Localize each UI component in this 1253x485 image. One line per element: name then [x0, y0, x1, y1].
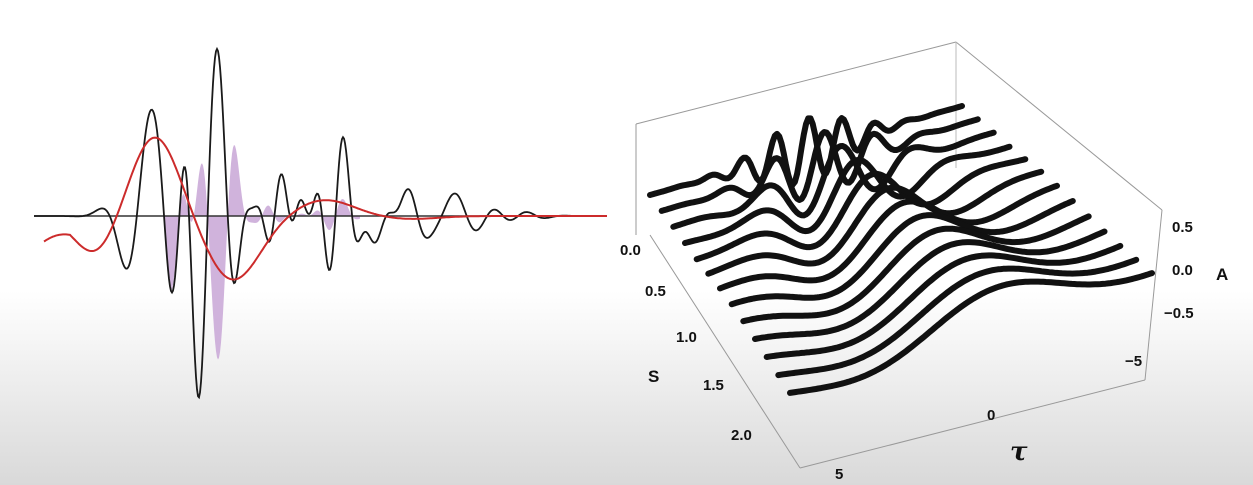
s-tick-label: 1.0 — [676, 329, 697, 346]
surface-ribbon-line — [682, 143, 1013, 246]
a-tick-label: 0.5 — [1172, 219, 1193, 236]
surface-ribbon-line — [763, 242, 1124, 360]
s-tick-label: 0.5 — [645, 283, 666, 300]
surface-ribbon-line — [717, 182, 1060, 292]
plot-box-front-edges — [649, 209, 1163, 469]
a-tick-label: 0.0 — [1172, 262, 1193, 279]
surface-ribbon-line — [740, 213, 1092, 325]
surface-ribbon-line — [670, 129, 997, 230]
surface-ribbon-line — [693, 156, 1029, 263]
tau-tick-label: 5 — [835, 466, 843, 483]
tau-axis-label: τ — [1010, 437, 1028, 467]
surface-ribbon-line — [728, 198, 1076, 308]
surface-ribbon-line — [752, 228, 1108, 342]
surface-ribbon-line — [647, 103, 965, 198]
wavelet-surface-panel: 0.0 0.5 1.0 1.5 2.0 S 5 0 −5 τ 0.5 0.0 −… — [620, 41, 1228, 483]
surface-ribbon-line — [775, 256, 1140, 379]
wavelet-transform-panel — [34, 46, 607, 400]
s-axis-label: S — [648, 367, 659, 386]
s-tick-label: 0.0 — [620, 242, 641, 259]
a-axis-ticks: 0.5 0.0 −0.5 A — [1164, 219, 1228, 322]
product-fill-area — [165, 145, 360, 360]
tau-tick-label: 0 — [987, 407, 995, 424]
product-area-mark — [165, 145, 360, 360]
surface-ribbons — [647, 103, 1155, 396]
s-tick-label: 1.5 — [703, 377, 724, 394]
a-axis-label: A — [1216, 265, 1228, 284]
s-tick-label: 2.0 — [731, 427, 752, 444]
tau-tick-label: −5 — [1125, 353, 1142, 370]
a-tick-label: −0.5 — [1164, 305, 1194, 322]
surface-ribbon-line — [658, 116, 981, 214]
tau-axis-ticks: 5 0 −5 τ — [835, 353, 1142, 483]
s-axis-ticks: 0.0 0.5 1.0 1.5 2.0 S — [620, 242, 752, 444]
surface-ribbon-line — [787, 270, 1155, 396]
signal-series-line — [34, 46, 607, 400]
wavelet-series-line — [43, 136, 607, 281]
surface-ribbon-line — [705, 168, 1045, 277]
